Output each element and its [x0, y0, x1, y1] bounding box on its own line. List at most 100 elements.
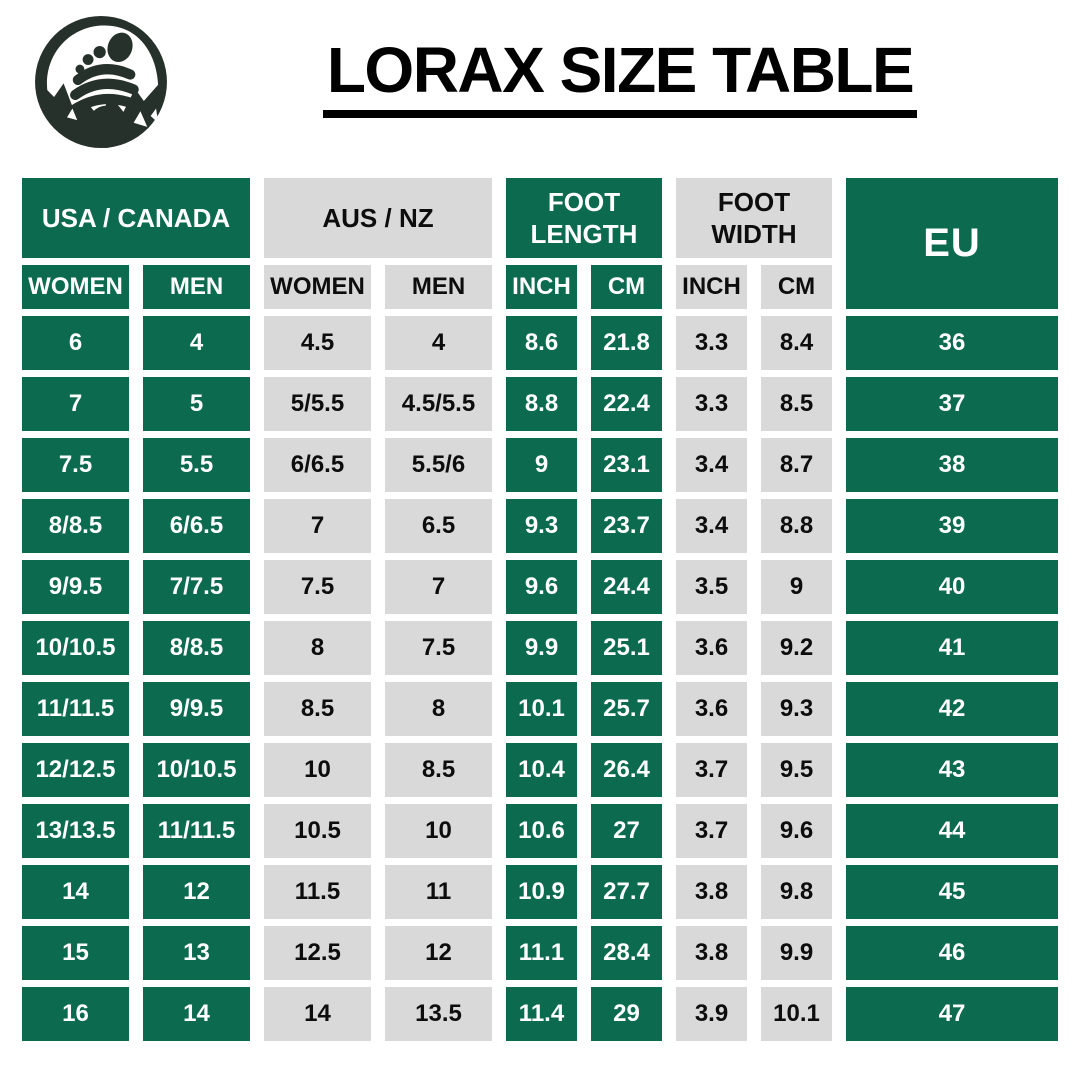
column-group-foot-width: FOOT WIDTH [676, 178, 832, 258]
usa-men-cell: 11/11.5 [143, 804, 250, 858]
usa-men-cell: 5.5 [143, 438, 250, 492]
aus-women-cell: 4.5 [264, 316, 371, 370]
length-inch-cell: 8.6 [506, 316, 577, 370]
aus-men-cell: 8 [385, 682, 492, 736]
length-cm-cell: 22.4 [591, 377, 662, 431]
width-cm-cell: 9.5 [761, 743, 832, 797]
width-cm-cell: 9.3 [761, 682, 832, 736]
subheader-width-cm: CM [761, 265, 832, 309]
eu-cell: 44 [846, 804, 1058, 858]
aus-men-cell: 6.5 [385, 499, 492, 553]
usa-men-cell: 4 [143, 316, 250, 370]
aus-men-cell: 4.5/5.5 [385, 377, 492, 431]
usa-women-cell: 11/11.5 [22, 682, 129, 736]
aus-women-cell: 11.5 [264, 865, 371, 919]
header: LORAX SIZE TABLE [0, 0, 1080, 178]
usa-women-cell: 7 [22, 377, 129, 431]
eu-cell: 43 [846, 743, 1058, 797]
eu-cell: 47 [846, 987, 1058, 1041]
width-inch-cell: 3.6 [676, 682, 747, 736]
aus-women-cell: 8 [264, 621, 371, 675]
eu-cell: 39 [846, 499, 1058, 553]
aus-men-cell: 12 [385, 926, 492, 980]
column-group-usa-canada: USA / CANADA [22, 178, 250, 258]
aus-women-cell: 7 [264, 499, 371, 553]
width-cm-cell: 8.4 [761, 316, 832, 370]
page-title-text: LORAX SIZE TABLE [322, 35, 918, 119]
aus-women-cell: 14 [264, 987, 371, 1041]
eu-cell: 36 [846, 316, 1058, 370]
usa-men-cell: 14 [143, 987, 250, 1041]
aus-women-cell: 12.5 [264, 926, 371, 980]
eu-cell: 41 [846, 621, 1058, 675]
footprint-mountain-logo-icon [33, 14, 169, 150]
subheader-width-inch: INCH [676, 265, 747, 309]
aus-men-cell: 11 [385, 865, 492, 919]
eu-cell: 38 [846, 438, 1058, 492]
usa-women-cell: 15 [22, 926, 129, 980]
width-cm-cell: 9.2 [761, 621, 832, 675]
length-inch-cell: 9 [506, 438, 577, 492]
width-inch-cell: 3.3 [676, 316, 747, 370]
subheader-aus-women: WOMEN [264, 265, 371, 309]
width-inch-cell: 3.7 [676, 804, 747, 858]
width-inch-cell: 3.6 [676, 621, 747, 675]
aus-women-cell: 7.5 [264, 560, 371, 614]
usa-women-cell: 12/12.5 [22, 743, 129, 797]
usa-women-cell: 16 [22, 987, 129, 1041]
aus-men-cell: 8.5 [385, 743, 492, 797]
width-inch-cell: 3.5 [676, 560, 747, 614]
aus-women-cell: 5/5.5 [264, 377, 371, 431]
length-cm-cell: 23.7 [591, 499, 662, 553]
length-inch-cell: 8.8 [506, 377, 577, 431]
length-cm-cell: 25.1 [591, 621, 662, 675]
page-title: LORAX SIZE TABLE [170, 35, 1070, 119]
length-cm-cell: 27 [591, 804, 662, 858]
width-inch-cell: 3.8 [676, 865, 747, 919]
length-cm-cell: 21.8 [591, 316, 662, 370]
width-cm-cell: 8.8 [761, 499, 832, 553]
column-group-aus-nz: AUS / NZ [264, 178, 492, 258]
aus-women-cell: 10 [264, 743, 371, 797]
width-inch-cell: 3.9 [676, 987, 747, 1041]
width-cm-cell: 10.1 [761, 987, 832, 1041]
usa-men-cell: 5 [143, 377, 250, 431]
width-cm-cell: 9 [761, 560, 832, 614]
subheader-usa-men: MEN [143, 265, 250, 309]
length-inch-cell: 11.1 [506, 926, 577, 980]
width-cm-cell: 8.7 [761, 438, 832, 492]
eu-cell: 40 [846, 560, 1058, 614]
eu-cell: 37 [846, 377, 1058, 431]
length-cm-cell: 24.4 [591, 560, 662, 614]
usa-women-cell: 10/10.5 [22, 621, 129, 675]
length-cm-cell: 27.7 [591, 865, 662, 919]
length-inch-cell: 9.6 [506, 560, 577, 614]
width-cm-cell: 8.5 [761, 377, 832, 431]
subheader-length-cm: CM [591, 265, 662, 309]
length-inch-cell: 9.9 [506, 621, 577, 675]
length-inch-cell: 10.9 [506, 865, 577, 919]
usa-men-cell: 13 [143, 926, 250, 980]
aus-men-cell: 13.5 [385, 987, 492, 1041]
size-table: USA / CANADA AUS / NZ FOOT LENGTH FOOT W… [22, 178, 1058, 1041]
eu-cell: 46 [846, 926, 1058, 980]
length-inch-cell: 10.1 [506, 682, 577, 736]
column-group-eu: EU [846, 178, 1058, 309]
usa-women-cell: 14 [22, 865, 129, 919]
usa-women-cell: 13/13.5 [22, 804, 129, 858]
length-inch-cell: 9.3 [506, 499, 577, 553]
aus-women-cell: 10.5 [264, 804, 371, 858]
length-inch-cell: 10.4 [506, 743, 577, 797]
aus-men-cell: 10 [385, 804, 492, 858]
aus-men-cell: 4 [385, 316, 492, 370]
width-cm-cell: 9.8 [761, 865, 832, 919]
width-cm-cell: 9.6 [761, 804, 832, 858]
aus-women-cell: 8.5 [264, 682, 371, 736]
width-inch-cell: 3.4 [676, 438, 747, 492]
usa-men-cell: 8/8.5 [143, 621, 250, 675]
length-cm-cell: 29 [591, 987, 662, 1041]
length-cm-cell: 25.7 [591, 682, 662, 736]
aus-women-cell: 6/6.5 [264, 438, 371, 492]
usa-women-cell: 8/8.5 [22, 499, 129, 553]
